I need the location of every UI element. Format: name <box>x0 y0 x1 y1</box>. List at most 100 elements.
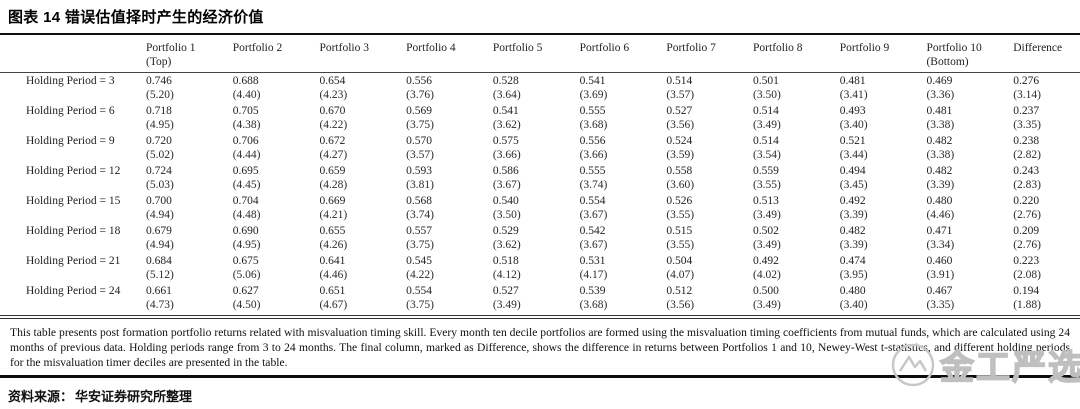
value-cell: 0.568 (3.74) <box>406 195 434 221</box>
value-cell: 0.501 (3.50) <box>753 75 781 101</box>
source-line: 资料来源： 华安证券研究所整理 <box>0 378 1080 405</box>
value-cell: 0.706 (4.44) <box>232 135 261 161</box>
row-label: Holding Period = 18 <box>26 225 121 237</box>
row-label: Holding Period = 12 <box>26 165 121 177</box>
table-row: Holding Period = 9 0.720 (5.02) 0.706 (4.44)… <box>0 133 1080 163</box>
column-header: Difference <box>993 35 1080 73</box>
value-cell: 0.209 (2.76) <box>1013 225 1041 251</box>
row-label: Holding Period = 3 <box>26 75 115 87</box>
value-cell: 0.569 (3.75) <box>406 105 434 131</box>
value-cell: 0.586 (3.67) <box>492 165 521 191</box>
value-cell: 0.504 (4.07) <box>666 255 695 281</box>
value-cell: 0.482 (3.39) <box>839 225 868 251</box>
value-cell: 0.575 (3.66) <box>492 135 521 161</box>
value-cell: 0.471 (3.34) <box>926 225 955 251</box>
exhibit-title: 图表 14 错误估值择时产生的经济价值 <box>8 9 264 26</box>
value-cell: 0.528 (3.64) <box>492 75 521 101</box>
value-cell: 0.493 (3.40) <box>839 105 868 131</box>
column-header: Portfolio 2 <box>212 35 300 73</box>
value-cell: 0.515 (3.55) <box>666 225 695 251</box>
value-cell: 0.502 (3.49) <box>753 225 781 251</box>
portfolio-returns-table: Portfolio 1 (Top) Portfolio 2 Portfolio 3 Po… <box>0 35 1080 313</box>
value-cell: 0.555 (3.74) <box>579 165 608 191</box>
value-cell: 0.688 (4.40) <box>232 75 261 101</box>
column-header: Portfolio 4 <box>386 35 473 73</box>
value-cell: 0.492 (3.39) <box>839 195 868 221</box>
table-row: Holding Period = 21 0.684 (5.12) 0.675 (5.06… <box>0 253 1080 283</box>
value-cell: 0.460 (3.91) <box>926 255 955 281</box>
value-cell: 0.524 (3.59) <box>666 135 695 161</box>
value-cell: 0.514 (3.57) <box>666 75 695 101</box>
value-cell: 0.223 (2.08) <box>1013 255 1041 281</box>
value-cell: 0.220 (2.76) <box>1013 195 1041 221</box>
row-label: Holding Period = 6 <box>26 105 115 117</box>
value-cell: 0.556 (3.76) <box>406 75 434 101</box>
value-cell: 0.527 (3.49) <box>492 285 521 311</box>
table-row: Holding Period = 18 0.679 (4.94) 0.690 (4.95… <box>0 223 1080 253</box>
value-cell: 0.641 (4.46) <box>319 255 348 281</box>
value-cell: 0.237 (3.35) <box>1013 105 1041 131</box>
value-cell: 0.243 (2.83) <box>1013 165 1041 191</box>
value-cell: 0.540 (3.50) <box>492 195 521 221</box>
value-cell: 0.480 (4.46) <box>926 195 955 221</box>
value-cell: 0.679 (4.94) <box>146 225 174 251</box>
row-label: Holding Period = 15 <box>26 195 121 207</box>
value-cell: 0.500 (3.49) <box>753 285 781 311</box>
value-cell: 0.554 (3.67) <box>579 195 608 221</box>
value-cell: 0.651 (4.67) <box>319 285 348 311</box>
value-cell: 0.238 (2.82) <box>1013 135 1041 161</box>
footer-rule <box>0 375 1080 378</box>
value-cell: 0.675 (5.06) <box>232 255 261 281</box>
value-cell: 0.654 (4.23) <box>319 75 348 101</box>
value-cell: 0.482 (3.39) <box>926 165 955 191</box>
value-cell: 0.481 (3.38) <box>926 105 955 131</box>
value-cell: 0.494 (3.45) <box>839 165 868 191</box>
value-cell: 0.541 (3.69) <box>579 75 608 101</box>
value-cell: 0.492 (4.02) <box>753 255 781 281</box>
table-footnote: This table presents post formation portf… <box>10 326 1070 369</box>
value-cell: 0.527 (3.56) <box>666 105 695 131</box>
value-cell: 0.684 (5.12) <box>146 255 174 281</box>
value-cell: 0.541 (3.62) <box>492 105 521 131</box>
value-cell: 0.659 (4.28) <box>319 165 348 191</box>
value-cell: 0.531 (4.17) <box>579 255 608 281</box>
value-cell: 0.518 (4.12) <box>492 255 521 281</box>
value-cell: 0.718 (4.95) <box>146 105 174 131</box>
value-cell: 0.539 (3.68) <box>579 285 608 311</box>
row-label: Holding Period = 24 <box>26 285 121 297</box>
value-cell: 0.704 (4.48) <box>232 195 261 221</box>
value-cell: 0.554 (3.75) <box>406 285 434 311</box>
value-cell: 0.529 (3.62) <box>492 225 521 251</box>
value-cell: 0.720 (5.02) <box>146 135 174 161</box>
value-cell: 0.661 (4.73) <box>146 285 174 311</box>
value-cell: 0.469 (3.36) <box>926 75 955 101</box>
column-header: Portfolio 3 <box>299 35 387 73</box>
value-cell: 0.700 (4.94) <box>146 195 174 221</box>
value-cell: 0.512 (3.56) <box>666 285 695 311</box>
value-cell: 0.724 (5.03) <box>146 165 174 191</box>
value-cell: 0.521 (3.44) <box>839 135 868 161</box>
value-cell: 0.558 (3.60) <box>666 165 695 191</box>
value-cell: 0.467 (3.35) <box>926 285 955 311</box>
table-bottom-rule <box>0 315 1080 319</box>
table-row: Holding Period = 6 0.718 (4.95) 0.705 (4.38)… <box>0 103 1080 133</box>
table-row: Holding Period = 24 0.661 (4.73) 0.627 (4.50… <box>0 283 1080 313</box>
value-cell: 0.746 (5.20) <box>146 75 174 101</box>
value-cell: 0.482 (3.38) <box>926 135 955 161</box>
value-cell: 0.481 (3.41) <box>839 75 868 101</box>
column-header: Portfolio 1 (Top) <box>126 35 213 73</box>
column-header: Portfolio 6 <box>559 35 647 73</box>
column-header: Portfolio 5 <box>472 35 560 73</box>
table-row: Holding Period = 3 0.746 (5.20) 0.688 (4.40)… <box>0 73 1080 104</box>
value-cell: 0.669 (4.21) <box>319 195 348 221</box>
value-cell: 0.557 (3.75) <box>406 225 434 251</box>
column-header: Portfolio 10 (Bottom) <box>906 35 994 73</box>
value-cell: 0.474 (3.95) <box>839 255 868 281</box>
table-row: Holding Period = 12 0.724 (5.03) 0.695 (4.45… <box>0 163 1080 193</box>
table-header-row: Portfolio 1 (Top) Portfolio 2 Portfolio 3 Po… <box>0 35 1080 73</box>
value-cell: 0.559 (3.55) <box>753 165 781 191</box>
value-cell: 0.480 (3.40) <box>839 285 868 311</box>
value-cell: 0.276 (3.14) <box>1013 75 1041 101</box>
value-cell: 0.627 (4.50) <box>232 285 261 311</box>
